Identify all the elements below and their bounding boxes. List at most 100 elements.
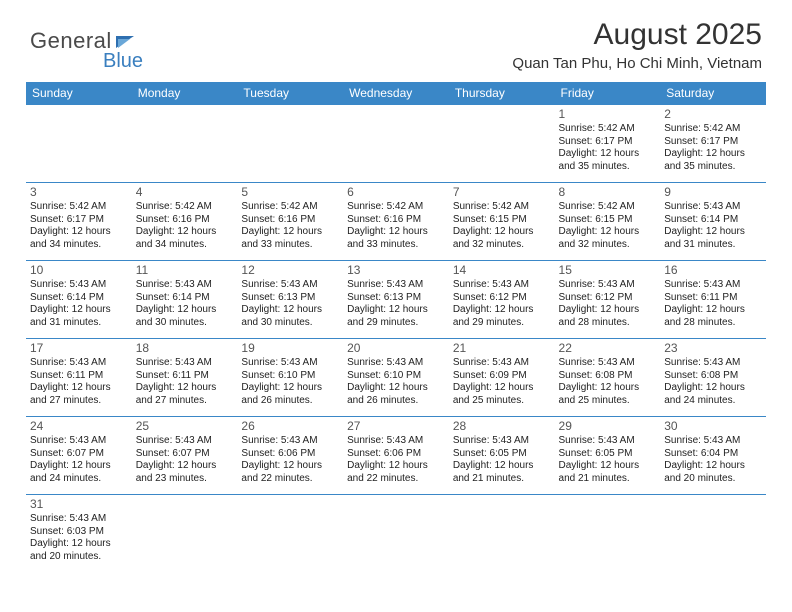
day-d2: and 22 minutes. bbox=[347, 473, 445, 486]
day-ss: Sunset: 6:11 PM bbox=[664, 292, 762, 305]
calendar-week-row: 24Sunrise: 5:43 AMSunset: 6:07 PMDayligh… bbox=[26, 417, 766, 495]
day-sr: Sunrise: 5:43 AM bbox=[30, 357, 128, 370]
day-ss: Sunset: 6:12 PM bbox=[559, 292, 657, 305]
day-d2: and 20 minutes. bbox=[664, 473, 762, 486]
day-ss: Sunset: 6:07 PM bbox=[30, 448, 128, 461]
day-d2: and 30 minutes. bbox=[241, 317, 339, 330]
calendar-table: SundayMondayTuesdayWednesdayThursdayFrid… bbox=[26, 82, 766, 566]
day-number: 1 bbox=[559, 107, 657, 122]
calendar-header-cell: Wednesday bbox=[343, 82, 449, 105]
calendar-day-cell bbox=[555, 495, 661, 567]
calendar-day-cell: 18Sunrise: 5:43 AMSunset: 6:11 PMDayligh… bbox=[132, 339, 238, 417]
calendar-day-cell: 26Sunrise: 5:43 AMSunset: 6:06 PMDayligh… bbox=[237, 417, 343, 495]
day-d2: and 22 minutes. bbox=[241, 473, 339, 486]
calendar-day-cell: 19Sunrise: 5:43 AMSunset: 6:10 PMDayligh… bbox=[237, 339, 343, 417]
day-ss: Sunset: 6:14 PM bbox=[30, 292, 128, 305]
calendar-day-cell bbox=[132, 105, 238, 183]
day-ss: Sunset: 6:05 PM bbox=[559, 448, 657, 461]
day-d2: and 30 minutes. bbox=[136, 317, 234, 330]
calendar-day-cell: 2Sunrise: 5:42 AMSunset: 6:17 PMDaylight… bbox=[660, 105, 766, 183]
day-sr: Sunrise: 5:43 AM bbox=[30, 435, 128, 448]
day-ss: Sunset: 6:16 PM bbox=[136, 214, 234, 227]
day-d2: and 35 minutes. bbox=[559, 161, 657, 174]
day-d1: Daylight: 12 hours bbox=[664, 304, 762, 317]
day-d2: and 35 minutes. bbox=[664, 161, 762, 174]
day-d2: and 29 minutes. bbox=[347, 317, 445, 330]
calendar-day-cell: 17Sunrise: 5:43 AMSunset: 6:11 PMDayligh… bbox=[26, 339, 132, 417]
day-number: 13 bbox=[347, 263, 445, 278]
calendar-header-cell: Sunday bbox=[26, 82, 132, 105]
day-ss: Sunset: 6:08 PM bbox=[664, 370, 762, 383]
day-ss: Sunset: 6:11 PM bbox=[30, 370, 128, 383]
day-ss: Sunset: 6:15 PM bbox=[559, 214, 657, 227]
day-ss: Sunset: 6:03 PM bbox=[30, 526, 128, 539]
logo-text-blue: Blue bbox=[103, 50, 143, 72]
calendar-day-cell: 21Sunrise: 5:43 AMSunset: 6:09 PMDayligh… bbox=[449, 339, 555, 417]
day-number: 6 bbox=[347, 185, 445, 200]
day-number: 22 bbox=[559, 341, 657, 356]
calendar-week-row: 10Sunrise: 5:43 AMSunset: 6:14 PMDayligh… bbox=[26, 261, 766, 339]
day-ss: Sunset: 6:10 PM bbox=[241, 370, 339, 383]
calendar-header-cell: Monday bbox=[132, 82, 238, 105]
day-number: 4 bbox=[136, 185, 234, 200]
day-d1: Daylight: 12 hours bbox=[347, 304, 445, 317]
day-sr: Sunrise: 5:43 AM bbox=[347, 357, 445, 370]
day-sr: Sunrise: 5:42 AM bbox=[241, 201, 339, 214]
calendar-day-cell: 9Sunrise: 5:43 AMSunset: 6:14 PMDaylight… bbox=[660, 183, 766, 261]
calendar-day-cell: 22Sunrise: 5:43 AMSunset: 6:08 PMDayligh… bbox=[555, 339, 661, 417]
day-d2: and 24 minutes. bbox=[30, 473, 128, 486]
day-d1: Daylight: 12 hours bbox=[559, 148, 657, 161]
day-sr: Sunrise: 5:43 AM bbox=[241, 279, 339, 292]
day-number: 7 bbox=[453, 185, 551, 200]
calendar-week-row: 1Sunrise: 5:42 AMSunset: 6:17 PMDaylight… bbox=[26, 105, 766, 183]
day-ss: Sunset: 6:16 PM bbox=[347, 214, 445, 227]
day-d1: Daylight: 12 hours bbox=[241, 304, 339, 317]
calendar-day-cell: 3Sunrise: 5:42 AMSunset: 6:17 PMDaylight… bbox=[26, 183, 132, 261]
day-d1: Daylight: 12 hours bbox=[453, 304, 551, 317]
calendar-day-cell bbox=[343, 495, 449, 567]
day-d1: Daylight: 12 hours bbox=[241, 226, 339, 239]
calendar-day-cell bbox=[132, 495, 238, 567]
day-d2: and 31 minutes. bbox=[664, 239, 762, 252]
calendar-header-cell: Tuesday bbox=[237, 82, 343, 105]
day-sr: Sunrise: 5:43 AM bbox=[136, 435, 234, 448]
calendar-day-cell: 28Sunrise: 5:43 AMSunset: 6:05 PMDayligh… bbox=[449, 417, 555, 495]
logo-text-general: General bbox=[30, 28, 112, 54]
calendar-day-cell bbox=[343, 105, 449, 183]
day-ss: Sunset: 6:14 PM bbox=[664, 214, 762, 227]
calendar-day-cell: 24Sunrise: 5:43 AMSunset: 6:07 PMDayligh… bbox=[26, 417, 132, 495]
day-d1: Daylight: 12 hours bbox=[30, 304, 128, 317]
day-d2: and 28 minutes. bbox=[559, 317, 657, 330]
day-ss: Sunset: 6:13 PM bbox=[241, 292, 339, 305]
calendar-header-cell: Saturday bbox=[660, 82, 766, 105]
day-sr: Sunrise: 5:43 AM bbox=[453, 357, 551, 370]
day-d1: Daylight: 12 hours bbox=[453, 382, 551, 395]
day-number: 10 bbox=[30, 263, 128, 278]
calendar-day-cell: 31Sunrise: 5:43 AMSunset: 6:03 PMDayligh… bbox=[26, 495, 132, 567]
day-number: 19 bbox=[241, 341, 339, 356]
day-d1: Daylight: 12 hours bbox=[453, 460, 551, 473]
day-d1: Daylight: 12 hours bbox=[136, 382, 234, 395]
day-number: 28 bbox=[453, 419, 551, 434]
page-title: August 2025 bbox=[594, 18, 762, 52]
day-ss: Sunset: 6:11 PM bbox=[136, 370, 234, 383]
day-sr: Sunrise: 5:43 AM bbox=[136, 357, 234, 370]
day-number: 21 bbox=[453, 341, 551, 356]
day-d2: and 21 minutes. bbox=[559, 473, 657, 486]
day-ss: Sunset: 6:06 PM bbox=[347, 448, 445, 461]
calendar-day-cell: 29Sunrise: 5:43 AMSunset: 6:05 PMDayligh… bbox=[555, 417, 661, 495]
day-number: 17 bbox=[30, 341, 128, 356]
day-ss: Sunset: 6:12 PM bbox=[453, 292, 551, 305]
calendar-header-row: SundayMondayTuesdayWednesdayThursdayFrid… bbox=[26, 82, 766, 105]
day-sr: Sunrise: 5:43 AM bbox=[664, 279, 762, 292]
day-number: 15 bbox=[559, 263, 657, 278]
calendar-day-cell: 23Sunrise: 5:43 AMSunset: 6:08 PMDayligh… bbox=[660, 339, 766, 417]
day-sr: Sunrise: 5:43 AM bbox=[347, 435, 445, 448]
day-d2: and 33 minutes. bbox=[347, 239, 445, 252]
day-ss: Sunset: 6:13 PM bbox=[347, 292, 445, 305]
day-d2: and 25 minutes. bbox=[453, 395, 551, 408]
calendar-day-cell: 15Sunrise: 5:43 AMSunset: 6:12 PMDayligh… bbox=[555, 261, 661, 339]
day-sr: Sunrise: 5:42 AM bbox=[664, 123, 762, 136]
day-ss: Sunset: 6:15 PM bbox=[453, 214, 551, 227]
day-ss: Sunset: 6:17 PM bbox=[30, 214, 128, 227]
